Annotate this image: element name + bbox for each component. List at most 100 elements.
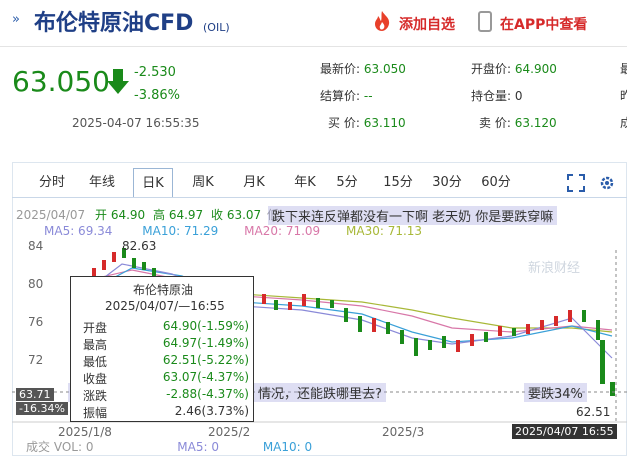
open-value: 64.900 — [514, 62, 557, 76]
tooltip-label: 最低 — [83, 355, 108, 369]
price-change-pct: -3.86% — [134, 88, 180, 103]
fullscreen-icon[interactable] — [567, 174, 585, 192]
tab-monthly-k[interactable]: 月K — [243, 175, 265, 190]
tooltip-row: 最高 64.97(-1.49%) — [83, 336, 249, 353]
tooltip-value: 64.97(-1.49%) — [162, 336, 249, 350]
ask-price-field: 卖 价: 63.120 — [479, 114, 557, 131]
tooltip-row: 开盘 64.90(-1.59%) — [83, 319, 249, 336]
period-tabs: 分时 年线 日K 周K 月K 年K 5分 15分 30分 60分 — [12, 168, 627, 198]
danmaku-comment: 情况，还能跌哪里去? — [254, 383, 386, 402]
bid-price-field: 买 价: 63.110 — [328, 114, 406, 131]
tab-60min[interactable]: 60分 — [481, 175, 511, 190]
x-tick: 2025/3 — [382, 425, 424, 439]
cursor-pct-label: -16.34% — [16, 402, 68, 415]
settings-icon[interactable] — [598, 174, 616, 192]
page-title: 布伦特原油CFD — [34, 11, 194, 36]
tabs-divider — [12, 197, 627, 198]
double-chevron-icon: » — [12, 12, 20, 27]
phone-icon — [478, 11, 492, 32]
watermark-text: 新浪财经 — [528, 260, 580, 276]
edge-label: 成 — [620, 116, 627, 130]
tooltip-datetime: 2025/04/07/—16:55 — [105, 299, 225, 313]
tooltip-value: -2.88(-4.37%) — [166, 387, 249, 401]
ma-info-row: MA5: 69.34 MA10: 71.29 MA20: 71.09 MA30:… — [16, 224, 422, 238]
tab-yearline[interactable]: 年线 — [88, 175, 115, 190]
y-tick: 72 — [28, 353, 43, 367]
tooltip-label: 振幅 — [83, 406, 108, 420]
tooltip-value: 63.07(-4.37%) — [162, 370, 249, 384]
ma10-value: MA10: 71.29 — [142, 224, 219, 238]
add-favorite-button[interactable]: 添加自选 — [399, 17, 455, 33]
x-tick: 2025/1/8 — [58, 425, 112, 439]
tab-30min[interactable]: 30分 — [432, 175, 462, 190]
vol-label: 成交 — [26, 440, 51, 454]
info-date: 2025/04/07 — [16, 208, 86, 222]
tab-15min[interactable]: 15分 — [383, 175, 413, 190]
sell-value: 63.120 — [514, 116, 557, 130]
tab-5min[interactable]: 5分 — [336, 175, 358, 190]
open-label: 开盘价: — [471, 62, 512, 76]
danmaku-comment: 跌下来连反弹都没有一下啊 老天奶 你是要跌穿嘛 — [268, 206, 558, 225]
open-price-field: 开盘价: 64.900 — [471, 60, 557, 77]
y-tick: 80 — [28, 277, 43, 291]
edge-label: 昨 — [620, 89, 627, 103]
latest-value: 63.050 — [363, 62, 406, 76]
edge-label: 最 — [620, 62, 627, 76]
cursor-price-label: 63.71 — [16, 388, 54, 401]
tab-daily-k[interactable]: 日K — [133, 168, 173, 198]
buy-value: 63.110 — [363, 116, 406, 130]
quote-time: 2025-04-07 16:55:35 — [72, 116, 200, 130]
tooltip-title: 布伦特原油 — [132, 283, 193, 297]
latest-label: 最新价: — [320, 62, 361, 76]
x-tick: 2025/2 — [208, 425, 250, 439]
tab-intraday[interactable]: 分时 — [38, 175, 65, 190]
tab-weekly-k[interactable]: 周K — [192, 175, 214, 190]
open-interest-field: 持仓量: 0 — [471, 87, 523, 104]
candles — [72, 248, 615, 396]
max-price-label: 82.63 — [122, 239, 157, 253]
fire-icon[interactable] — [372, 10, 392, 32]
price-change: -2.530 — [134, 65, 176, 80]
settle-label: 结算价: — [320, 89, 361, 103]
ma30-value: MA30: 71.13 — [346, 224, 423, 238]
vol-ma10: MA10: 0 — [262, 440, 313, 454]
tooltip-label: 开盘 — [83, 321, 108, 335]
tooltip-row: 收盘 63.07(-4.37%) — [83, 370, 249, 387]
tooltip-row: 最低 62.51(-5.22%) — [83, 353, 249, 370]
settle-value: -- — [363, 89, 373, 103]
down-arrow-icon — [107, 69, 129, 94]
tab-yearly-k[interactable]: 年K — [294, 175, 316, 190]
buy-label: 买 价: — [328, 116, 360, 130]
tooltip-label: 收盘 — [83, 372, 108, 386]
ma20-value: MA20: 71.09 — [244, 224, 321, 238]
tooltip-row: 振幅 2.46(3.73%) — [83, 404, 249, 421]
tooltip-label: 涨跌 — [83, 389, 108, 403]
ma10-line — [71, 267, 613, 343]
volume-info-row: 成交 VOL: 0 MA5: 0 MA10: 0 — [26, 438, 312, 455]
danmaku-comment: 要跌34% — [524, 383, 587, 402]
latest-price-field: 最新价: 63.050 — [320, 60, 406, 77]
settle-price-field: 结算价: -- — [320, 87, 373, 104]
tooltip-value: 2.46(3.73%) — [174, 404, 249, 418]
oi-label: 持仓量: — [471, 89, 512, 103]
tooltip-label: 最高 — [83, 338, 108, 352]
vol-ma5: MA5: 0 — [177, 440, 219, 454]
info-close: 收 63.07 — [211, 208, 262, 222]
tooltip-value: 62.51(-5.22%) — [162, 353, 249, 367]
y-tick: 84 — [28, 240, 43, 253]
ohlc-tooltip: 布伦特原油 2025/04/07/—16:55 开盘 64.90(-1.59%)… — [70, 276, 254, 422]
ma5-value: MA5: 69.34 — [44, 224, 113, 238]
tooltip-row: 涨跌 -2.88(-4.37%) — [83, 387, 249, 404]
cursor-time-label: 2025/04/07 16:55 — [512, 424, 617, 439]
open-app-button[interactable]: 在APP中查看 — [500, 17, 588, 33]
info-low: 低 — [267, 208, 280, 222]
vol-value: VOL: 0 — [53, 440, 94, 454]
symbol-code: (OIL) — [203, 21, 230, 34]
oi-value: 0 — [514, 89, 523, 103]
ohlc-info-row: 2025/04/07 开 64.90 高 64.97 收 63.07 低 — [16, 206, 279, 223]
info-open: 开 64.90 — [95, 208, 146, 222]
min-price-label: 62.51 — [576, 405, 611, 419]
tooltip-value: 64.90(-1.59%) — [162, 319, 249, 333]
info-high: 高 64.97 — [153, 208, 204, 222]
current-price: 63.050 — [12, 65, 110, 98]
